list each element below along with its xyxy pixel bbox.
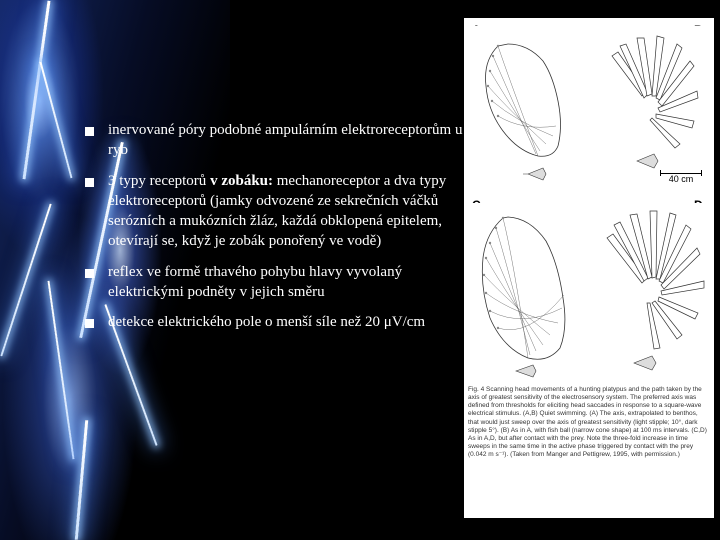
bullet-text: inervované póry podobné ampulárním elekt…: [108, 120, 465, 161]
panel-a-graphic: [468, 26, 588, 186]
bullet-text: reflex ve formě trhavého pohybu hlavy vy…: [108, 262, 465, 303]
figure-panel: A B 40 cm C: [464, 18, 714, 518]
bullet-text: 3 typy receptorů v zobáku: mechanorecept…: [108, 171, 465, 252]
panel-b-graphic: [592, 26, 712, 186]
list-item: inervované póry podobné ampulárním elekt…: [85, 120, 465, 161]
bullet-text: detekce elektrického pole o menší síle n…: [108, 312, 425, 332]
panel-c-graphic: [468, 203, 588, 378]
list-item: reflex ve formě trhavého pohybu hlavy vy…: [85, 262, 465, 303]
bullet-icon: [85, 127, 94, 136]
bullet-icon: [85, 269, 94, 278]
bullet-list: inervované póry podobné ampulárním elekt…: [85, 120, 465, 342]
scale-label: 40 cm: [669, 174, 694, 184]
list-item: 3 typy receptorů v zobáku: mechanorecept…: [85, 171, 465, 252]
bullet-icon: [85, 178, 94, 187]
bullet-icon: [85, 319, 94, 328]
list-item: detekce elektrického pole o menší síle n…: [85, 312, 465, 332]
panel-d-graphic: [592, 203, 712, 378]
figure-caption: Fig. 4 Scanning head movements of a hunt…: [464, 386, 714, 459]
scale-bar: 40 cm: [660, 173, 702, 184]
